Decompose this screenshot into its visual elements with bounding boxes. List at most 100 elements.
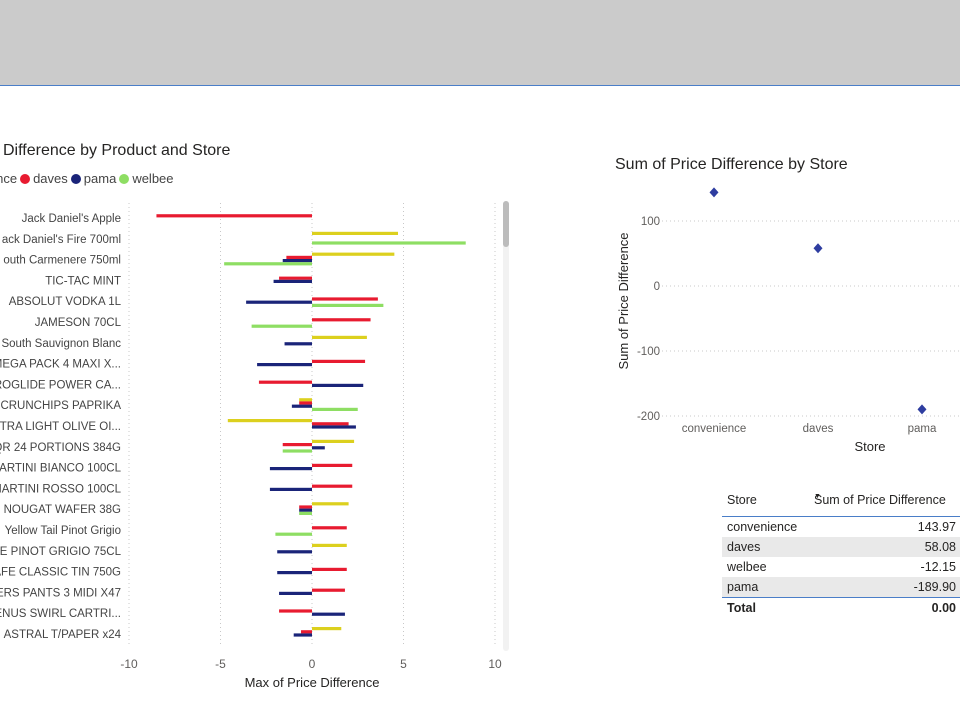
bar-pama[interactable]	[299, 508, 312, 512]
category-label: QR 24 PORTIONS 384G	[0, 442, 121, 454]
value-cell: -12.15	[920, 560, 956, 574]
bar-convenience[interactable]	[312, 502, 349, 506]
bar-daves[interactable]	[312, 463, 353, 467]
legend-dot-icon	[20, 174, 31, 184]
x-tick-label: 10	[488, 657, 502, 671]
bar-convenience[interactable]	[312, 335, 367, 339]
category-label: Yellow Tail Pinot Grigio	[5, 525, 121, 537]
category-label: outh Carmenere 750ml	[3, 255, 121, 267]
legend-item[interactable]: pama	[70, 171, 117, 186]
scatter-chart-title: Sum of Price Difference by Store	[615, 156, 848, 173]
legend-label: welbee	[132, 171, 174, 186]
category-label: S NOUGAT WAFER 38G	[0, 504, 121, 516]
data-point[interactable]	[813, 243, 823, 254]
bar-pama[interactable]	[284, 342, 312, 346]
bar-convenience[interactable]	[312, 231, 399, 235]
table-header: Store Sum of Price Difference ▼	[722, 490, 960, 517]
bar-pama[interactable]	[273, 279, 312, 283]
bar-daves[interactable]	[156, 214, 312, 218]
bar-daves[interactable]	[312, 318, 371, 322]
bar-daves[interactable]	[299, 401, 312, 405]
category-label: MARTINI ROSSO 100CL	[0, 483, 122, 495]
bar-pama[interactable]	[312, 446, 325, 450]
bar-pama[interactable]	[293, 633, 312, 637]
legend-item[interactable]: daves	[20, 171, 68, 186]
bar-pama[interactable]	[277, 571, 312, 575]
category-label: JAMESON 70CL	[35, 317, 122, 329]
report-header-bar	[0, 0, 960, 86]
bar-daves[interactable]	[286, 255, 312, 259]
sort-descending-icon[interactable]: ▼	[814, 493, 821, 500]
scrollbar-thumb[interactable]	[503, 201, 509, 247]
bar-pama[interactable]	[269, 487, 312, 491]
bar-convenience[interactable]	[227, 419, 312, 423]
bar-daves[interactable]	[312, 588, 345, 592]
value-cell: -189.90	[913, 580, 956, 594]
x-tick-label: pama	[908, 423, 937, 435]
bar-welbee[interactable]	[299, 511, 312, 515]
bar-pama[interactable]	[312, 383, 364, 387]
bar-welbee[interactable]	[312, 407, 358, 411]
legend-label: pama	[83, 171, 117, 186]
bar-pama[interactable]	[291, 404, 312, 408]
bar-convenience[interactable]	[299, 398, 312, 402]
bar-daves[interactable]	[258, 380, 312, 384]
bar-welbee[interactable]	[312, 241, 466, 245]
legend-item[interactable]: welbee	[119, 171, 174, 186]
total-label: Total	[727, 601, 756, 615]
bar-daves[interactable]	[312, 567, 347, 571]
bar-welbee[interactable]	[251, 324, 312, 328]
bar-daves[interactable]	[312, 297, 378, 301]
bar-daves[interactable]	[299, 505, 312, 509]
data-point[interactable]	[917, 404, 927, 415]
bar-pama[interactable]	[257, 363, 312, 367]
bar-welbee[interactable]	[312, 303, 384, 307]
legend-item[interactable]: ience	[0, 171, 17, 186]
x-axis-title: Store	[854, 439, 885, 454]
x-tick-label: 0	[309, 657, 316, 671]
bar-daves[interactable]	[282, 443, 312, 447]
bar-pama[interactable]	[246, 300, 312, 304]
scrollbar-track[interactable]	[503, 201, 509, 651]
bar-convenience[interactable]	[312, 252, 395, 256]
bar-daves[interactable]	[312, 526, 347, 530]
store-cell: welbee	[727, 560, 767, 574]
bar-convenience[interactable]	[312, 627, 342, 631]
column-header-store[interactable]: Store	[727, 493, 757, 507]
table-row[interactable]: pama -189.90	[722, 577, 960, 597]
table-row[interactable]: welbee -12.15	[722, 557, 960, 577]
bar-welbee[interactable]	[282, 449, 312, 453]
bar-pama[interactable]	[269, 467, 312, 471]
category-label: RE PINOT GRIGIO 75CL	[0, 546, 122, 558]
y-tick-label: 100	[641, 216, 660, 228]
category-label: MARTINI BIANCO 100CL	[0, 463, 122, 475]
category-label: ABSOLUT VODKA 1L	[9, 296, 122, 308]
bar-welbee[interactable]	[224, 262, 312, 266]
bar-convenience[interactable]	[312, 439, 355, 443]
bar-daves[interactable]	[312, 359, 366, 363]
bar-pama[interactable]	[312, 425, 356, 429]
table-row[interactable]: daves 58.08	[722, 537, 960, 557]
store-summary-table: Store Sum of Price Difference ▼ convenie…	[722, 490, 960, 618]
bar-daves[interactable]	[312, 422, 349, 426]
legend-label: ience	[0, 171, 18, 186]
bar-pama[interactable]	[279, 591, 312, 595]
bar-chart-title: Difference by Product and Store	[3, 142, 231, 159]
data-point[interactable]	[709, 187, 719, 198]
bar-daves[interactable]	[301, 630, 312, 634]
category-label: ROGLIDE POWER CA...	[0, 379, 121, 391]
category-label: XTRA LIGHT OLIVE OI...	[0, 421, 121, 433]
bar-pama[interactable]	[282, 259, 312, 263]
bar-pama[interactable]	[312, 612, 345, 616]
column-header-sum[interactable]: Sum of Price Difference	[814, 493, 946, 507]
bar-convenience[interactable]	[312, 543, 347, 547]
bar-welbee[interactable]	[275, 532, 312, 536]
bar-pama[interactable]	[277, 550, 312, 554]
bar-daves[interactable]	[279, 609, 312, 613]
bar-daves[interactable]	[312, 484, 353, 488]
bar-daves[interactable]	[279, 276, 312, 280]
scatter-chart[interactable]: 100 0 -100 -200 convenience daves pama Store Sum…	[600, 170, 960, 470]
category-label: AFE CLASSIC TIN 750G	[0, 567, 121, 579]
bar-chart[interactable]: -10 -5 0 5 10 Max of Price Difference Jack Dan…	[0, 195, 540, 695]
table-row[interactable]: convenience 143.97	[722, 517, 960, 537]
